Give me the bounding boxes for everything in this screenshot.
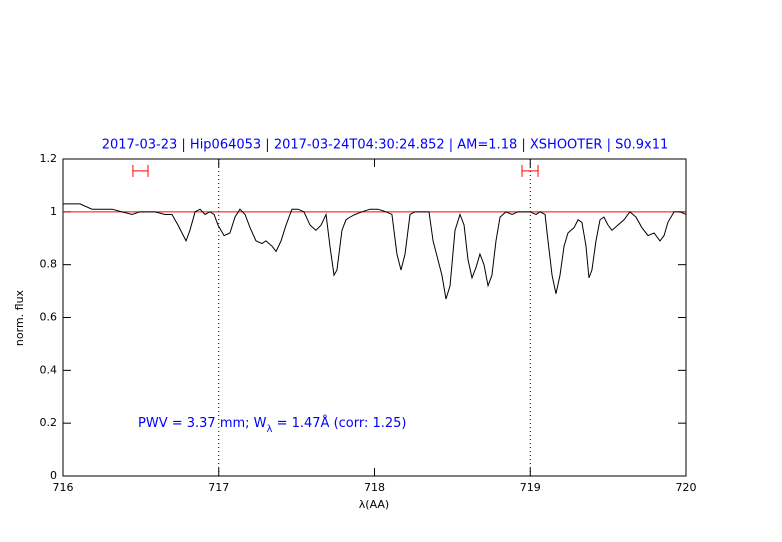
annotation-part: = 1.47Å (corr: 1.25) [272, 415, 406, 431]
x-tick-label: 717 [208, 481, 229, 494]
y-axis-label: norm. flux [13, 289, 26, 346]
spectrum-line [63, 203, 687, 300]
range-marker [521, 164, 539, 177]
y-tick-label: 1.2 [40, 152, 58, 165]
x-tick-label: 720 [676, 481, 697, 494]
x-tick-label: 716 [53, 481, 74, 494]
y-tick-label: 1 [50, 205, 57, 218]
x-tick-label: 718 [364, 481, 385, 494]
y-tick-label: 0 [50, 469, 57, 482]
y-tick-label: 0.6 [40, 311, 58, 324]
y-tick-label: 0.4 [40, 363, 58, 376]
y-tick-label: 0.8 [40, 258, 58, 271]
annotation-part: λ [267, 424, 273, 435]
chart-title: 2017-03-23 | Hip064053 | 2017-03-24T04:3… [102, 138, 669, 153]
annotation-part: PWV = 3.37 mm; W [138, 416, 267, 431]
annotation: PWV = 3.37 mm; Wλ = 1.47Å (corr: 1.25) [138, 415, 407, 435]
x-tick-label: 719 [520, 481, 541, 494]
y-tick-label: 0.2 [40, 416, 58, 429]
range-marker [132, 164, 149, 177]
x-axis-label: λ(AA) [359, 498, 389, 511]
